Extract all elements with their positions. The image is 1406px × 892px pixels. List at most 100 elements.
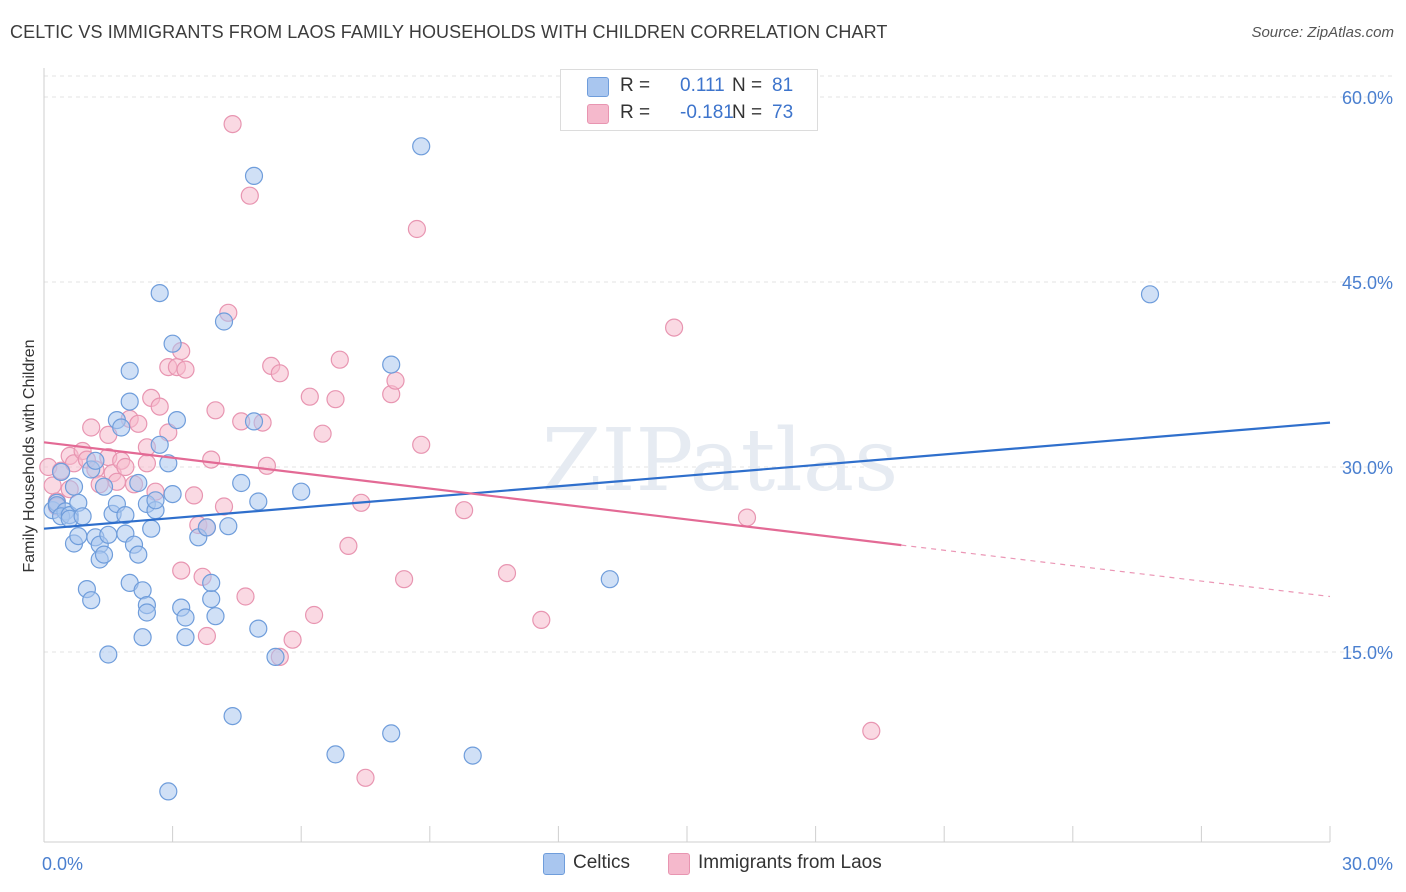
celtic-point (116, 505, 135, 525)
celtic-point (129, 545, 148, 564)
grid-lines (44, 75, 1392, 653)
laos-point (339, 536, 358, 556)
laos-point (82, 418, 101, 437)
celtic-point (197, 518, 216, 537)
laos-point (386, 371, 405, 390)
celtic-point (463, 746, 482, 765)
celtic-points (43, 137, 1160, 801)
laos-trend-line-extension (901, 544, 1331, 598)
celtic-point (244, 412, 264, 431)
celtic-point (112, 418, 131, 437)
celtic-point (86, 451, 105, 470)
laos-point (172, 561, 191, 580)
celtic-point (64, 477, 84, 496)
celtics-trend-line (43, 421, 1331, 530)
laos-point (214, 497, 234, 516)
celtic-point (146, 491, 165, 510)
source-note: Source: ZipAtlas.com (1251, 24, 1394, 41)
laos-point (326, 390, 345, 409)
y-tick-label: 45.0% (1342, 273, 1393, 293)
celtic-point (82, 591, 101, 610)
laos-point (305, 605, 324, 625)
celtic-point (249, 492, 268, 511)
celtic-point (142, 519, 161, 538)
laos-point (862, 721, 881, 741)
laos-point (184, 486, 204, 505)
watermark: ZIPatlas (542, 411, 898, 511)
celtic-point (202, 589, 221, 609)
n-label: N = (732, 102, 763, 123)
laos-point (240, 186, 259, 205)
laos-point (197, 626, 216, 646)
laos-point (236, 587, 255, 606)
celtic-point (202, 573, 221, 593)
celtic-point (219, 517, 238, 536)
laos-point (223, 114, 242, 134)
chart-title: CELTIC VS IMMIGRANTS FROM LAOS FAMILY HO… (10, 22, 888, 42)
celtic-point (206, 607, 225, 626)
celtic-point (69, 526, 88, 546)
laos-trend-line (43, 441, 902, 547)
axes (43, 68, 1331, 843)
celtic-point (99, 645, 118, 664)
celtic-point (163, 334, 182, 353)
r-value: 0.111 (680, 75, 725, 96)
celtic-point (382, 355, 401, 374)
r-label: R = (620, 75, 651, 96)
laos-point (206, 401, 225, 420)
laos-point (202, 450, 221, 469)
laos-point (159, 423, 178, 442)
celtic-point (382, 724, 401, 743)
celtic-point (600, 570, 619, 589)
laos-point (270, 364, 289, 383)
celtic-point (133, 628, 152, 647)
celtic-point (223, 706, 242, 726)
celtic-point (232, 473, 251, 493)
celtic-point (159, 782, 178, 801)
celtic-point (159, 454, 178, 473)
celtic-point (150, 284, 169, 303)
x-tick-label: 0.0% (42, 854, 83, 874)
laos-point (313, 424, 332, 443)
laos-point (129, 414, 148, 433)
celtic-point (94, 545, 114, 564)
series-name: Celtics (573, 852, 631, 873)
laos-point (116, 457, 135, 477)
laos-swatch (587, 104, 609, 124)
r-label: R = (620, 102, 651, 123)
laos-point (395, 570, 414, 589)
correlation-legend: R = 0.111 N = 81 R = -0.181 N = 73 (560, 69, 818, 131)
celtic-point (167, 411, 186, 430)
laos-point (532, 610, 551, 630)
laos-point (407, 219, 426, 239)
laos-point (497, 563, 517, 583)
celtic-point (129, 473, 148, 493)
laos-point (737, 508, 757, 527)
celtic-point (244, 166, 264, 185)
celtic-point (176, 608, 195, 627)
laos-point (330, 350, 349, 369)
celtic-point (292, 482, 311, 501)
celtic-point (51, 462, 71, 481)
y-tick-label: 60.0% (1342, 88, 1393, 108)
laos-point (412, 435, 431, 454)
celtic-point (94, 477, 114, 496)
laos-point (257, 456, 276, 475)
celtics-swatch (587, 77, 609, 97)
n-label: N = (732, 75, 763, 96)
laos-point (300, 387, 319, 406)
x-tick-label: 30.0% (1342, 854, 1393, 874)
laos-point (664, 318, 684, 337)
celtic-point (326, 745, 345, 764)
r-value: -0.181 (680, 102, 734, 123)
celtic-point (249, 619, 268, 638)
trend-lines (43, 421, 1331, 598)
n-value: 81 (772, 75, 794, 96)
laos-point (150, 397, 169, 416)
laos-point (455, 501, 474, 520)
celtic-point (176, 628, 195, 647)
celtic-point (150, 435, 169, 454)
celtic-point (73, 507, 92, 526)
celtic-point (120, 361, 139, 380)
